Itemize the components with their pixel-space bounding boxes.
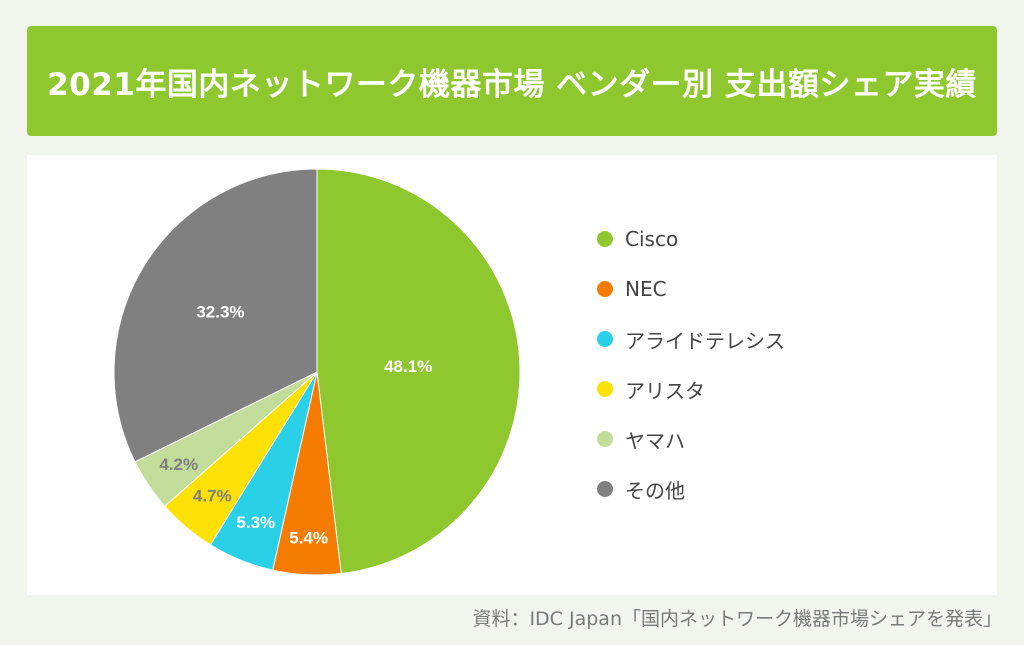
legend-swatch bbox=[597, 481, 613, 497]
pie-chart: 48.1% 5.4% 5.3%4.7% 4.2% 32.3% bbox=[113, 168, 521, 576]
legend-item-6: その他 bbox=[597, 475, 785, 503]
legend-swatch bbox=[597, 281, 613, 297]
pie-slice-6 bbox=[113, 168, 318, 463]
slice-value-label-3: 5.3% bbox=[236, 513, 275, 532]
legend-swatch bbox=[597, 331, 613, 347]
legend-swatch bbox=[597, 231, 613, 247]
slice-value-label-5: 4.2% bbox=[159, 455, 198, 474]
source-note: 資料：IDC Japan「国内ネットワーク機器市場シェアを発表」 bbox=[472, 608, 1002, 630]
legend-label: ヤマハ bbox=[625, 428, 685, 453]
legend-swatch bbox=[597, 381, 613, 397]
legend-label: Cisco bbox=[625, 227, 679, 251]
legend-label: アライドテレシス bbox=[625, 328, 785, 353]
legend-item-3: アライドテレシス bbox=[597, 325, 785, 353]
page-title: 2021年国内ネットワーク機器市場 ベンダー別 支出額シェア実績 bbox=[47, 66, 977, 103]
legend-item-4: アリスタ bbox=[597, 375, 785, 403]
slice-value-label-1: 48.1% bbox=[384, 357, 432, 376]
legend-label: アリスタ bbox=[625, 378, 705, 403]
slice-value-label-2: 5.4% bbox=[289, 529, 328, 548]
title-banner: 2021年国内ネットワーク機器市場 ベンダー別 支出額シェア実績 bbox=[27, 26, 997, 136]
legend-swatch bbox=[597, 431, 613, 447]
chart-panel: 48.1% 5.4% 5.3% 4.7% 4.2% 32.3% Cisco NEC アライドテ… bbox=[27, 155, 997, 595]
slice-value-label-4: 4.7% bbox=[193, 487, 232, 506]
legend-item-5: ヤマハ bbox=[597, 425, 785, 453]
chart-legend: Cisco NEC アライドテレシス アリスタヤマハその他 bbox=[597, 225, 785, 525]
legend-item-1: Cisco bbox=[597, 225, 785, 253]
legend-item-2: NEC bbox=[597, 275, 785, 303]
legend-label: NEC bbox=[625, 277, 667, 301]
slice-value-label-6: 32.3% bbox=[196, 302, 244, 321]
legend-label: その他 bbox=[625, 478, 685, 503]
pie-slice-1 bbox=[316, 168, 521, 575]
